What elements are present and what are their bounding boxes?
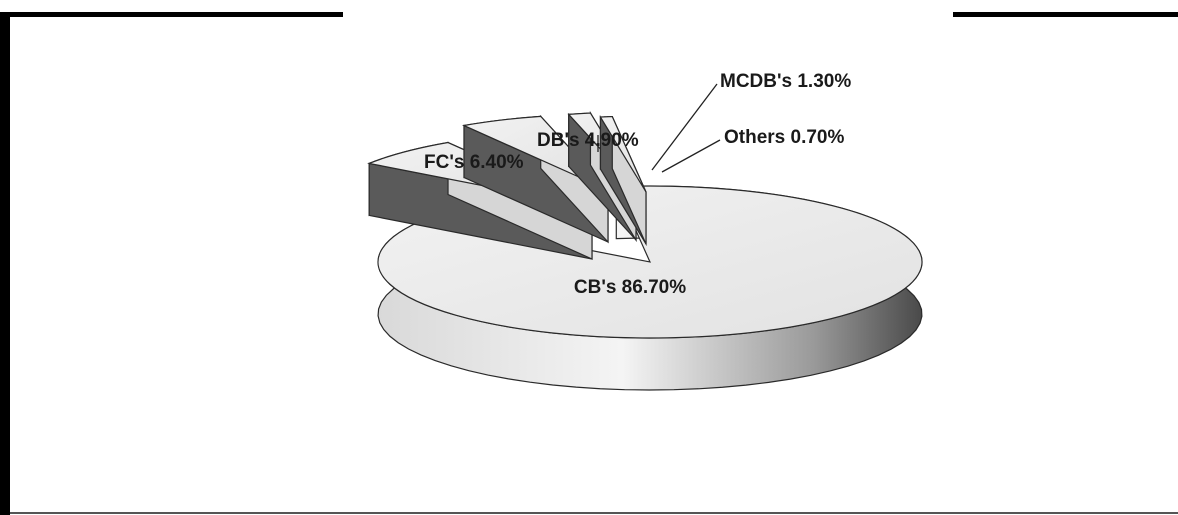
slice-cbs <box>377 185 923 391</box>
slice-label-cbs: CB's 86.70% <box>574 277 686 298</box>
slice-dbs <box>461 114 609 244</box>
leader-line-mcdbs <box>651 83 718 171</box>
slice-top-cbs <box>377 185 923 339</box>
leader-line-others <box>661 139 721 173</box>
slice-top-others <box>599 115 647 193</box>
slice-label-fcs: FC's 6.40% <box>424 152 524 173</box>
frame-bottom-border <box>10 512 1178 514</box>
slice-label-others: Others 0.70% <box>724 127 844 148</box>
slice-label-mcdbs: MCDB's 1.30% <box>720 71 851 92</box>
frame-left-border <box>0 12 10 515</box>
slice-top-dbs <box>461 115 609 191</box>
slice-label-dbs: DB's 4.90% <box>537 130 639 151</box>
slice-others <box>599 114 647 247</box>
